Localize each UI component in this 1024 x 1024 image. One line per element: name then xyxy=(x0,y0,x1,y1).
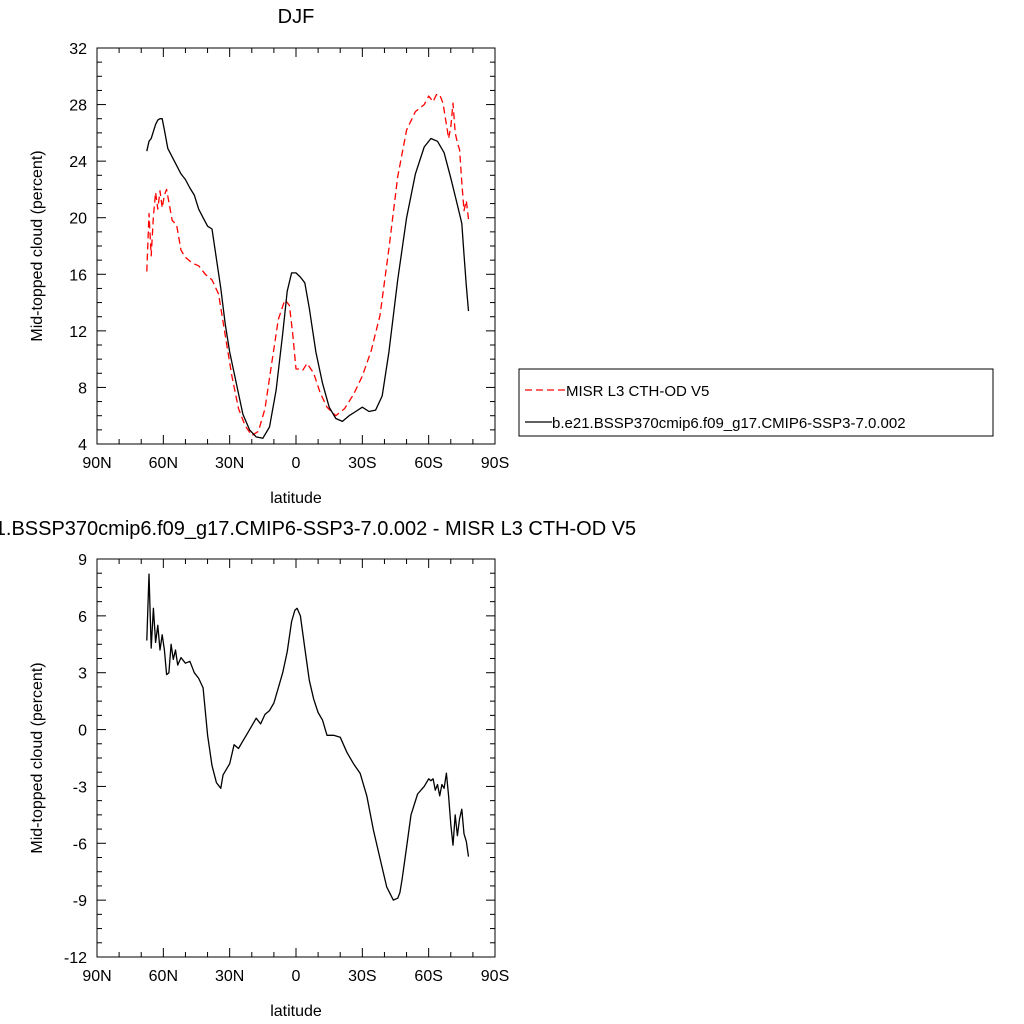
bottom-y-axis-label: Mid-topped cloud (percent) xyxy=(29,662,46,853)
top-y-tick-label: 16 xyxy=(69,267,87,284)
bottom-panel: b.e21.BSSP370cmip6.f09_g17.CMIP6-SSP3-7.… xyxy=(0,518,636,1020)
bottom-plot-frame xyxy=(96,558,496,958)
top-x-tick-label: 0 xyxy=(292,455,301,472)
bottom-ticks xyxy=(96,558,496,958)
top-x-tick-label: 90N xyxy=(82,455,111,472)
bottom-x-tick-label: 0 xyxy=(292,968,301,985)
bottom-y-tick-label: 9 xyxy=(78,552,87,569)
bottom-series-line-0 xyxy=(146,573,470,901)
legend-label-model: b.e21.BSSP370cmip6.f09_g17.CMIP6-SSP3-7.… xyxy=(552,415,906,432)
top-y-tick-label: 24 xyxy=(69,154,87,171)
bottom-x-tick-label: 60S xyxy=(414,968,442,985)
bottom-x-axis-label: latitude xyxy=(270,1003,322,1020)
bottom-y-tick-label: 6 xyxy=(78,609,87,626)
top-ticks xyxy=(96,47,496,445)
top-x-axis-label: latitude xyxy=(270,490,322,507)
top-series-line-1 xyxy=(146,118,470,439)
top-x-tick-labels: 90N 60N 30N 0 30S 60S 90S xyxy=(82,455,509,472)
bottom-x-tick-label: 90S xyxy=(481,968,509,985)
top-y-tick-label: 4 xyxy=(78,437,87,454)
top-title: DJF xyxy=(278,6,315,28)
top-series-line-0 xyxy=(146,94,470,437)
bottom-y-tick-label: -9 xyxy=(73,893,87,910)
bottom-x-tick-label: 90N xyxy=(82,968,111,985)
top-y-tick-label: 20 xyxy=(69,211,87,228)
bottom-title: b.e21.BSSP370cmip6.f09_g17.CMIP6-SSP3-7.… xyxy=(0,518,636,540)
top-y-tick-label: 8 xyxy=(78,380,87,397)
top-y-tick-label: 28 xyxy=(69,98,87,115)
top-x-tick-label: 90S xyxy=(481,455,509,472)
top-y-tick-labels: 4 8 12 16 20 24 28 32 xyxy=(69,41,87,454)
bottom-y-tick-labels: -12 -9 -6 -3 0 3 6 9 xyxy=(64,552,87,967)
bottom-y-tick-label: -6 xyxy=(73,836,87,853)
top-x-tick-label: 60S xyxy=(414,455,442,472)
top-plot-frame xyxy=(96,47,496,445)
bottom-y-tick-label: 0 xyxy=(78,723,87,740)
top-y-axis-label: Mid-topped cloud (percent) xyxy=(29,150,46,341)
bottom-y-tick-label: -3 xyxy=(73,779,87,796)
legend-label-misr: MISR L3 CTH-OD V5 xyxy=(566,383,709,400)
bottom-x-tick-label: 30N xyxy=(215,968,244,985)
top-x-tick-label: 60N xyxy=(149,455,178,472)
top-data-layer xyxy=(146,94,470,439)
bottom-x-tick-labels: 90N 60N 30N 0 30S 60S 90S xyxy=(82,968,509,985)
bottom-x-tick-label: 30S xyxy=(348,968,376,985)
bottom-y-tick-label: 3 xyxy=(78,666,87,683)
bottom-y-tick-label: -12 xyxy=(64,950,87,967)
top-panel: DJF 90N 60N 30N 0 30S 60S 90S 4 8 12 16 20 24 28 32 l… xyxy=(29,6,994,507)
top-y-tick-label: 12 xyxy=(69,324,87,341)
legend: MISR L3 CTH-OD V5 b.e21.BSSP370cmip6.f09… xyxy=(518,368,994,437)
bottom-x-tick-label: 60N xyxy=(149,968,178,985)
legend-box xyxy=(518,368,994,437)
top-x-tick-label: 30S xyxy=(348,455,376,472)
top-y-tick-label: 32 xyxy=(69,41,87,58)
top-x-tick-label: 30N xyxy=(215,455,244,472)
bottom-data-layer xyxy=(146,573,470,901)
